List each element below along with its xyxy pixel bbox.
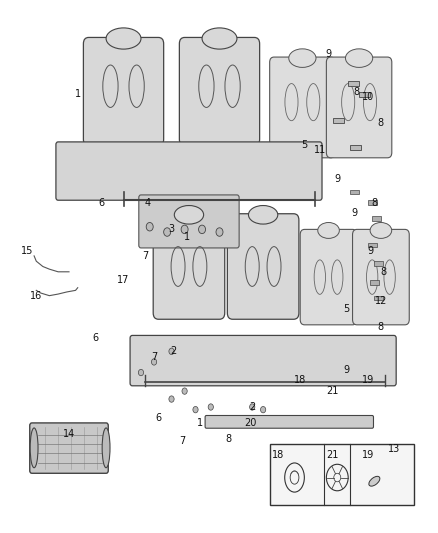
Circle shape (249, 404, 254, 410)
Ellipse shape (106, 28, 141, 49)
FancyBboxPatch shape (153, 214, 224, 319)
Text: 1: 1 (183, 232, 189, 243)
Ellipse shape (102, 428, 110, 468)
Bar (358, 92, 369, 97)
Ellipse shape (288, 49, 315, 67)
Text: 18: 18 (293, 375, 306, 385)
Circle shape (198, 225, 205, 233)
Text: 20: 20 (243, 418, 256, 428)
Text: 17: 17 (117, 274, 129, 285)
Text: 13: 13 (387, 445, 399, 455)
Text: 7: 7 (151, 352, 157, 361)
Text: 9: 9 (342, 365, 348, 375)
Ellipse shape (201, 28, 237, 49)
Ellipse shape (174, 206, 203, 224)
FancyBboxPatch shape (227, 214, 298, 319)
Text: 21: 21 (326, 450, 338, 460)
FancyBboxPatch shape (300, 229, 356, 325)
Text: 2: 2 (248, 402, 255, 412)
FancyBboxPatch shape (325, 57, 391, 158)
Text: 7: 7 (179, 437, 185, 447)
Ellipse shape (345, 49, 372, 67)
Circle shape (181, 225, 187, 233)
Bar (371, 216, 380, 221)
FancyBboxPatch shape (179, 37, 259, 146)
Text: 4: 4 (144, 198, 150, 208)
Circle shape (163, 228, 170, 236)
Bar (367, 200, 376, 205)
Text: 8: 8 (353, 86, 359, 96)
Text: 12: 12 (374, 296, 386, 306)
Bar (374, 261, 382, 266)
Text: 10: 10 (361, 92, 373, 102)
Text: 1: 1 (74, 89, 81, 99)
Text: 5: 5 (342, 304, 348, 314)
Text: 7: 7 (142, 251, 148, 261)
Text: 6: 6 (92, 333, 98, 343)
FancyBboxPatch shape (30, 423, 108, 473)
FancyBboxPatch shape (205, 416, 373, 428)
Circle shape (182, 388, 187, 394)
Text: 8: 8 (377, 322, 383, 333)
Text: 8: 8 (371, 198, 377, 208)
Circle shape (260, 407, 265, 413)
Bar (369, 280, 378, 285)
Bar (350, 190, 358, 195)
Circle shape (169, 348, 174, 354)
FancyBboxPatch shape (130, 335, 395, 386)
FancyBboxPatch shape (138, 195, 239, 248)
Text: 8: 8 (225, 434, 231, 444)
Ellipse shape (317, 222, 339, 238)
Text: 9: 9 (351, 208, 357, 219)
Text: 16: 16 (30, 290, 42, 301)
Circle shape (151, 359, 156, 365)
Text: 6: 6 (99, 198, 105, 208)
Text: 15: 15 (21, 246, 33, 256)
Circle shape (138, 369, 143, 376)
Ellipse shape (248, 206, 277, 224)
Text: 19: 19 (361, 450, 373, 460)
FancyBboxPatch shape (352, 229, 408, 325)
Bar (347, 81, 358, 86)
Circle shape (215, 228, 223, 236)
Bar (367, 243, 376, 247)
Circle shape (169, 396, 174, 402)
Bar (332, 118, 343, 123)
Text: 1: 1 (196, 418, 202, 428)
Text: 3: 3 (168, 224, 174, 235)
Text: 6: 6 (155, 413, 161, 423)
Text: 19: 19 (361, 375, 373, 385)
FancyBboxPatch shape (83, 37, 163, 146)
Text: 9: 9 (366, 246, 372, 256)
Text: 14: 14 (63, 429, 75, 439)
Text: 11: 11 (313, 145, 325, 155)
Text: 5: 5 (301, 140, 307, 150)
Text: 9: 9 (333, 174, 339, 184)
Bar (350, 144, 360, 150)
Bar (374, 296, 382, 301)
Circle shape (208, 404, 213, 410)
Circle shape (146, 222, 153, 231)
Ellipse shape (368, 477, 379, 486)
Text: 18: 18 (272, 450, 284, 460)
FancyBboxPatch shape (56, 142, 321, 200)
Ellipse shape (30, 428, 38, 468)
Text: 8: 8 (377, 118, 383, 128)
Text: 8: 8 (379, 267, 385, 277)
Text: 21: 21 (326, 386, 338, 396)
Text: 9: 9 (325, 50, 331, 59)
Ellipse shape (369, 222, 391, 238)
Bar (269, 444, 413, 505)
Text: 2: 2 (170, 346, 177, 357)
FancyBboxPatch shape (269, 57, 334, 158)
Circle shape (192, 407, 198, 413)
